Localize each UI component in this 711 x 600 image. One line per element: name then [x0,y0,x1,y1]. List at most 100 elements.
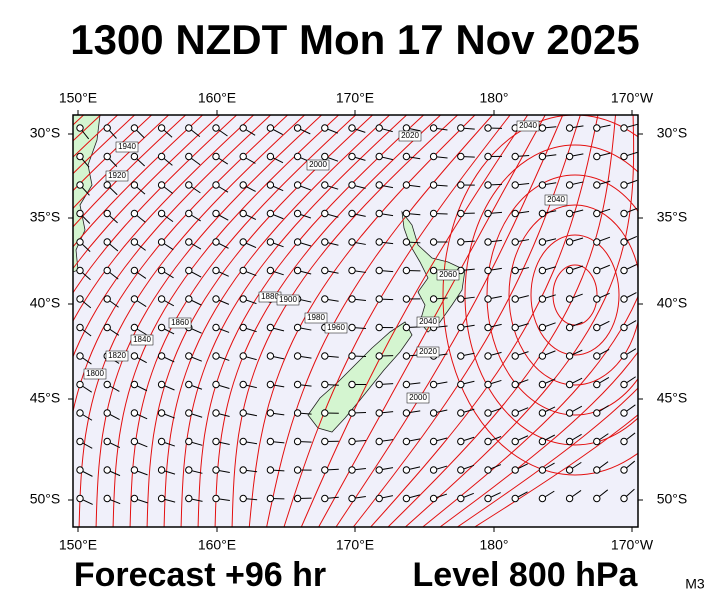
contour-label: 2000 [409,393,427,402]
contour-label: 2060 [439,270,457,279]
station [620,323,628,332]
station [565,494,574,503]
station [157,466,166,474]
station [185,238,193,246]
station [375,380,383,389]
station [293,152,302,161]
station [185,181,193,189]
station [239,380,247,389]
contour-label: 1940 [118,142,136,151]
station [130,152,139,161]
station [457,209,465,218]
lat-label: 45°S [657,390,688,406]
station [538,181,547,189]
station [212,380,220,389]
contour-line [73,115,153,192]
station [239,323,247,332]
station [76,238,84,246]
station [293,437,302,446]
contour-label: 1820 [108,351,126,360]
station [321,380,329,389]
station [212,266,220,275]
station [429,494,438,503]
station [212,352,220,360]
contour-line [73,115,238,294]
station [212,124,220,132]
station [185,494,193,503]
station [239,437,247,446]
station [484,409,492,417]
station [130,124,139,132]
lat-label: 45°S [30,390,61,406]
station [103,124,111,132]
lon-label: 150°E [59,90,97,106]
map-area: 1940 1920 2000 2020 2040 2040 2060 1880 1900 1980… [73,115,638,527]
station [212,209,220,218]
station [266,124,275,132]
station [348,409,356,417]
station [293,323,302,332]
station [620,152,628,161]
contour-label-box [105,170,129,182]
contour-line [352,115,581,527]
station [484,380,492,389]
station [375,152,383,161]
station [293,466,302,474]
station [157,266,166,275]
station [429,209,438,218]
station [593,323,601,332]
station [538,466,547,474]
station [348,380,356,389]
station [402,152,411,161]
station [429,181,438,189]
contour-line [197,115,425,527]
lon-label: 170°E [336,537,374,553]
station [511,494,519,503]
station [76,209,84,218]
station [76,380,84,389]
station [457,437,465,446]
station [593,266,601,275]
station [103,409,111,417]
station [484,209,492,218]
station [511,238,519,246]
lon-label: 160°E [198,537,236,553]
station [185,152,193,161]
contour-label-box [105,350,129,362]
station [375,409,383,417]
station [565,124,574,132]
lon-label: 170°W [611,90,654,106]
station [484,352,492,360]
station [321,409,329,417]
station [130,380,139,389]
station [321,152,329,161]
contour-label-box [406,392,430,404]
level-label: Level 800 hPa [413,556,639,594]
station [321,266,329,275]
station [375,209,383,218]
station [239,409,247,417]
station [620,266,628,275]
station [348,437,356,446]
lat-label: 35°S [30,209,61,225]
contour-line [508,204,638,386]
station [402,181,411,189]
station [293,209,302,218]
station [538,238,547,246]
contour-label-box [83,368,107,380]
lat-label: 50°S [657,491,688,507]
station [266,352,275,360]
station [375,181,383,189]
station [76,437,84,446]
station [593,152,601,161]
contour-label-box [398,130,422,142]
contour-label-box [324,322,348,334]
station [593,380,601,389]
lon-label: 170°E [336,90,374,106]
station [457,181,465,189]
contour-line [300,115,529,527]
station [538,295,547,303]
station [457,295,465,303]
station [620,352,628,360]
axes: 150°E 150°E 160°E 160°E 170°E 170°E 180° 180° 17… [30,90,688,553]
